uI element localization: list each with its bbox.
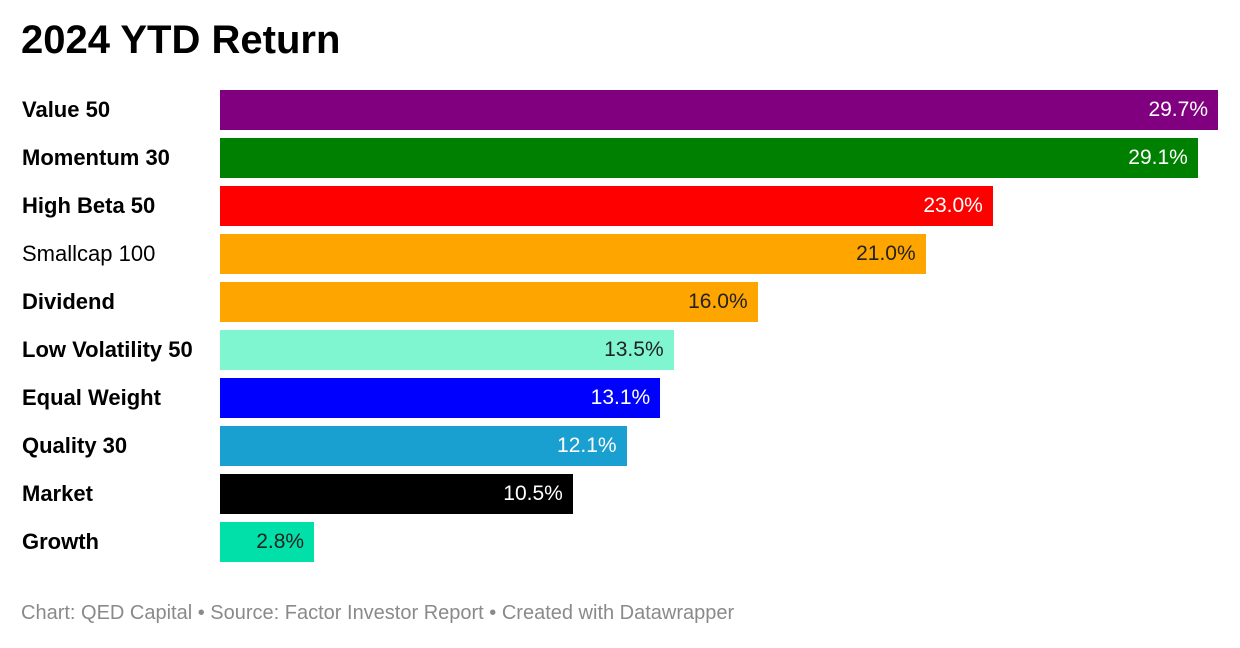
bar-value-label: 13.1% <box>590 386 651 409</box>
bar-value-label: 29.7% <box>1148 98 1208 121</box>
category-label: Dividend <box>22 289 115 314</box>
category-label: Equal Weight <box>22 385 161 410</box>
category-label: Momentum 30 <box>22 145 170 170</box>
chart-title: 2024 YTD Return <box>21 18 341 62</box>
chart-footer: Chart: QED Capital • Source: Factor Inve… <box>21 602 735 624</box>
category-label: High Beta 50 <box>22 193 156 218</box>
category-label: Low Volatility 50 <box>22 337 193 362</box>
bar-value-label: 16.0% <box>688 290 748 313</box>
bar-value-label: 12.1% <box>557 434 617 457</box>
bar-value-label: 23.0% <box>923 194 983 217</box>
bar-value-label: 29.1% <box>1128 146 1188 169</box>
bar: 12.1% <box>220 426 627 466</box>
bar-value-label: 21.0% <box>856 242 916 265</box>
bar: 2.8% <box>220 522 315 562</box>
category-label: Growth <box>22 529 99 554</box>
bar: 13.1% <box>220 378 661 418</box>
bar: 16.0% <box>220 282 758 322</box>
bar-value-label: 10.5% <box>503 482 563 505</box>
bar: 23.0% <box>220 186 993 226</box>
bar: 29.1% <box>220 138 1198 178</box>
category-label: Quality 30 <box>22 433 128 458</box>
category-label: Value 50 <box>22 97 111 122</box>
bar-value-label: 13.5% <box>604 338 664 361</box>
category-label: Smallcap 100 <box>22 241 156 266</box>
bar: 21.0% <box>220 234 926 274</box>
bar: 29.7% <box>220 90 1218 130</box>
bar-value-label: 2.8% <box>256 530 305 553</box>
category-label: Market <box>22 481 93 506</box>
bar: 13.5% <box>220 330 674 370</box>
bar: 10.5% <box>220 474 573 514</box>
